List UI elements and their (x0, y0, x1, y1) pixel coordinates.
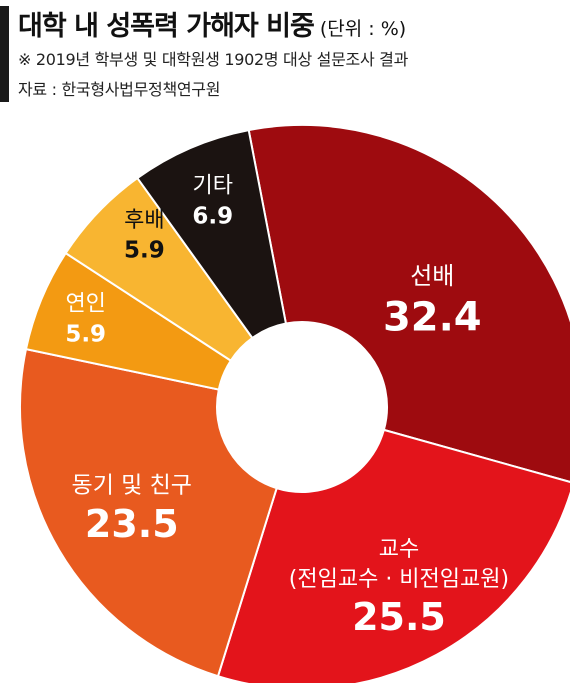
source-label: 자료 : 한국형사법무정책연구원 (18, 80, 221, 99)
slice-sublabel-2: (전임교수 · 비전임교원) (289, 567, 509, 592)
slice-2 (216, 428, 570, 683)
unit-label: (단위 : %) (319, 18, 407, 40)
slice-label-group-6: 기타 6.9 (192, 174, 233, 230)
slice-name-5: 후배 (124, 208, 164, 233)
slice-name-1: 선배 (410, 262, 454, 290)
slice-name-6: 기타 (192, 174, 232, 199)
slice-value-2: 25.5 (352, 595, 446, 639)
slice-value-3: 23.5 (85, 502, 179, 546)
chart-title: 대학 내 성폭력 가해자 비중 (단위 : %) (18, 4, 406, 43)
chart-title-text: 대학 내 성폭력 가해자 비중 (18, 11, 315, 42)
slice-6 (135, 128, 288, 340)
slice-name-2: 교수 (379, 537, 419, 562)
slice-label-group-1: 선배 32.4 (383, 262, 482, 340)
slice-value-1: 32.4 (383, 294, 482, 340)
slice-label-group-2: 교수 (전임교수 · 비전임교원) 25.5 (289, 537, 509, 639)
slice-1 (247, 124, 570, 483)
slice-label-group-5: 후배 5.9 (124, 208, 165, 264)
slice-label-group-4: 연인 5.9 (65, 291, 106, 347)
slice-name-4: 연인 (65, 291, 105, 316)
survey-note: ※ 2019년 학부생 및 대학원생 1902명 대상 설문조사 결과 (18, 50, 408, 69)
slice-name-3: 동기 및 친구 (72, 473, 192, 499)
header-accent-bar (0, 6, 9, 102)
slice-value-4: 5.9 (65, 321, 106, 347)
slice-value-6: 6.9 (192, 204, 233, 230)
slice-3 (19, 347, 278, 678)
slice-label-group-3: 동기 및 친구 23.5 (72, 473, 192, 546)
slice-value-5: 5.9 (124, 238, 165, 264)
